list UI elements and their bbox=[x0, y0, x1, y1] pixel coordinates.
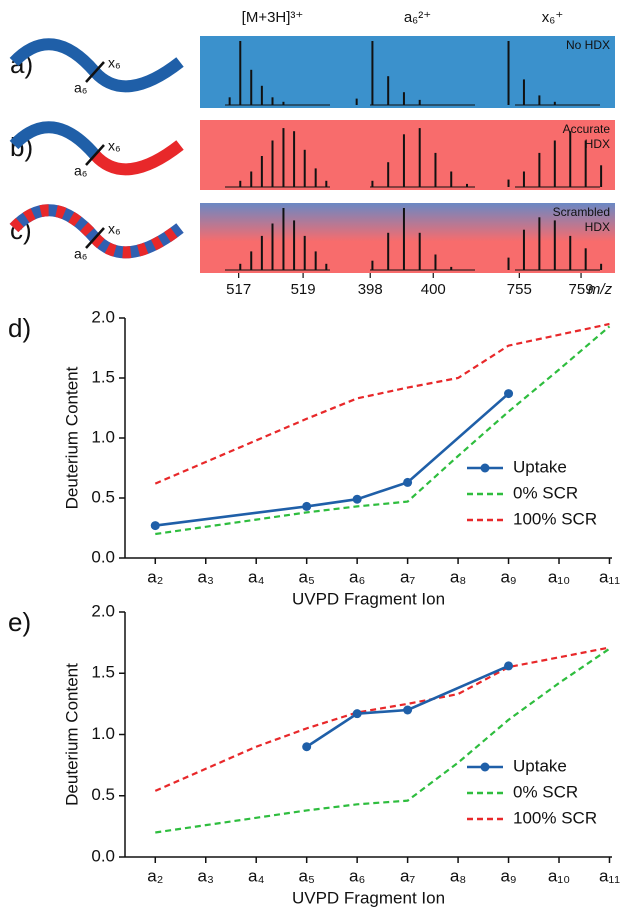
row-background bbox=[200, 120, 615, 190]
x-tick-label: a₆ bbox=[349, 866, 365, 885]
series-marker bbox=[302, 742, 312, 752]
x-tick-label: a₁₀ bbox=[548, 866, 570, 885]
legend-label: 100% SCR bbox=[513, 509, 597, 528]
row-background bbox=[200, 36, 615, 108]
x-tick-label: a₉ bbox=[500, 567, 516, 586]
strand bbox=[9, 38, 100, 76]
cleavage-mark bbox=[85, 227, 105, 249]
window-title: [M+3H]³⁺ bbox=[242, 9, 304, 26]
x-tick-label: a₂ bbox=[147, 567, 163, 586]
cartoon-label-a: a₆ bbox=[74, 80, 87, 96]
cartoon-label-a: a₆ bbox=[74, 246, 87, 262]
y-tick-label: 1.0 bbox=[91, 427, 115, 446]
cleavage-mark bbox=[85, 61, 105, 83]
x-tick-label: 517 bbox=[226, 281, 251, 298]
series-line bbox=[305, 664, 510, 748]
series-marker bbox=[352, 709, 362, 719]
x-tick-label: a₄ bbox=[248, 567, 264, 586]
y-tick-label: 0.5 bbox=[91, 785, 115, 804]
row-label-line: No HDX bbox=[566, 38, 610, 52]
y-tick-label: 1.5 bbox=[91, 367, 115, 386]
series-marker bbox=[504, 389, 514, 399]
series-line bbox=[155, 392, 510, 527]
y-tick-label: 0.0 bbox=[91, 547, 115, 566]
row-label-line: HDX bbox=[585, 220, 610, 234]
legend-label: 0% SCR bbox=[513, 483, 578, 502]
y-tick-label: 1.5 bbox=[91, 663, 115, 682]
window-title: x₆⁺ bbox=[542, 9, 563, 26]
y-tick-label: 0.5 bbox=[91, 487, 115, 506]
series-line bbox=[154, 646, 610, 792]
x-axis-label: UVPD Fragment Ion bbox=[292, 888, 445, 907]
legend-label: Uptake bbox=[513, 756, 567, 775]
x-tick-label: 759 bbox=[569, 281, 594, 298]
row-label-line: Scrambled bbox=[553, 205, 610, 219]
series-line bbox=[155, 325, 611, 536]
row-background bbox=[200, 203, 615, 273]
x-tick-label: 755 bbox=[507, 281, 532, 298]
strand bbox=[9, 121, 100, 159]
row-label: Scrambled HDX bbox=[553, 205, 610, 234]
series-line bbox=[155, 647, 611, 834]
series-marker bbox=[302, 501, 312, 511]
panel-label: d) bbox=[8, 313, 31, 343]
row-label: No HDX bbox=[566, 38, 610, 52]
cartoon-label-x: x₆ bbox=[108, 55, 121, 71]
x-tick-label: a₆ bbox=[349, 567, 365, 586]
x-tick-label: 400 bbox=[421, 281, 446, 298]
x-tick-label: a₅ bbox=[299, 567, 315, 586]
strand bbox=[90, 57, 184, 93]
x-tick-label: a₃ bbox=[198, 567, 214, 586]
strand bbox=[90, 140, 184, 176]
strand-stripe bbox=[9, 204, 100, 242]
x-axis-label: UVPD Fragment Ion bbox=[292, 589, 445, 608]
y-tick-label: 2.0 bbox=[91, 601, 115, 620]
x-tick-label: a₃ bbox=[198, 866, 214, 885]
cleavage-mark bbox=[85, 144, 105, 166]
x-axis-label: m/z bbox=[588, 281, 613, 298]
y-axis-label: Deuterium Content bbox=[62, 366, 81, 509]
x-tick-label: a₅ bbox=[299, 866, 315, 885]
x-tick-label: a₁₁ bbox=[599, 866, 620, 885]
series-marker bbox=[352, 494, 362, 504]
series-marker bbox=[504, 661, 514, 671]
x-tick-label: a₇ bbox=[400, 866, 415, 885]
series-marker bbox=[150, 521, 160, 531]
window-title: a₆²⁺ bbox=[404, 9, 431, 26]
legend-label: Uptake bbox=[513, 457, 567, 476]
row-label-line: Accurate bbox=[563, 122, 611, 136]
x-tick-label: a₇ bbox=[400, 567, 415, 586]
series-marker bbox=[403, 705, 413, 715]
series-marker bbox=[403, 477, 413, 487]
cartoon-label-x: x₆ bbox=[108, 138, 121, 154]
x-tick-label: a₁₁ bbox=[599, 567, 620, 586]
x-tick-label: a₉ bbox=[500, 866, 516, 885]
y-tick-label: 2.0 bbox=[91, 307, 115, 326]
legend-marker bbox=[480, 762, 490, 772]
x-tick-label: a₂ bbox=[147, 866, 163, 885]
x-tick-label: a₈ bbox=[450, 567, 467, 586]
x-tick-label: 398 bbox=[358, 281, 383, 298]
series-line bbox=[154, 322, 610, 485]
y-tick-label: 0.0 bbox=[91, 846, 115, 865]
panel-label: e) bbox=[8, 607, 31, 637]
y-tick-label: 1.0 bbox=[91, 724, 115, 743]
row-label-line: HDX bbox=[585, 137, 610, 151]
x-tick-label: a₈ bbox=[450, 866, 467, 885]
x-tick-label: a₁₀ bbox=[548, 567, 570, 586]
cartoon-label-x: x₆ bbox=[108, 221, 121, 237]
legend-marker bbox=[480, 463, 490, 473]
strand-stripe bbox=[90, 223, 184, 259]
y-axis-label: Deuterium Content bbox=[62, 663, 81, 806]
cartoon-label-a: a₆ bbox=[74, 163, 87, 179]
legend-label: 0% SCR bbox=[513, 782, 578, 801]
x-tick-label: a₄ bbox=[248, 866, 264, 885]
x-tick-label: 519 bbox=[291, 281, 316, 298]
legend-label: 100% SCR bbox=[513, 808, 597, 827]
row-label: Accurate HDX bbox=[563, 122, 611, 151]
